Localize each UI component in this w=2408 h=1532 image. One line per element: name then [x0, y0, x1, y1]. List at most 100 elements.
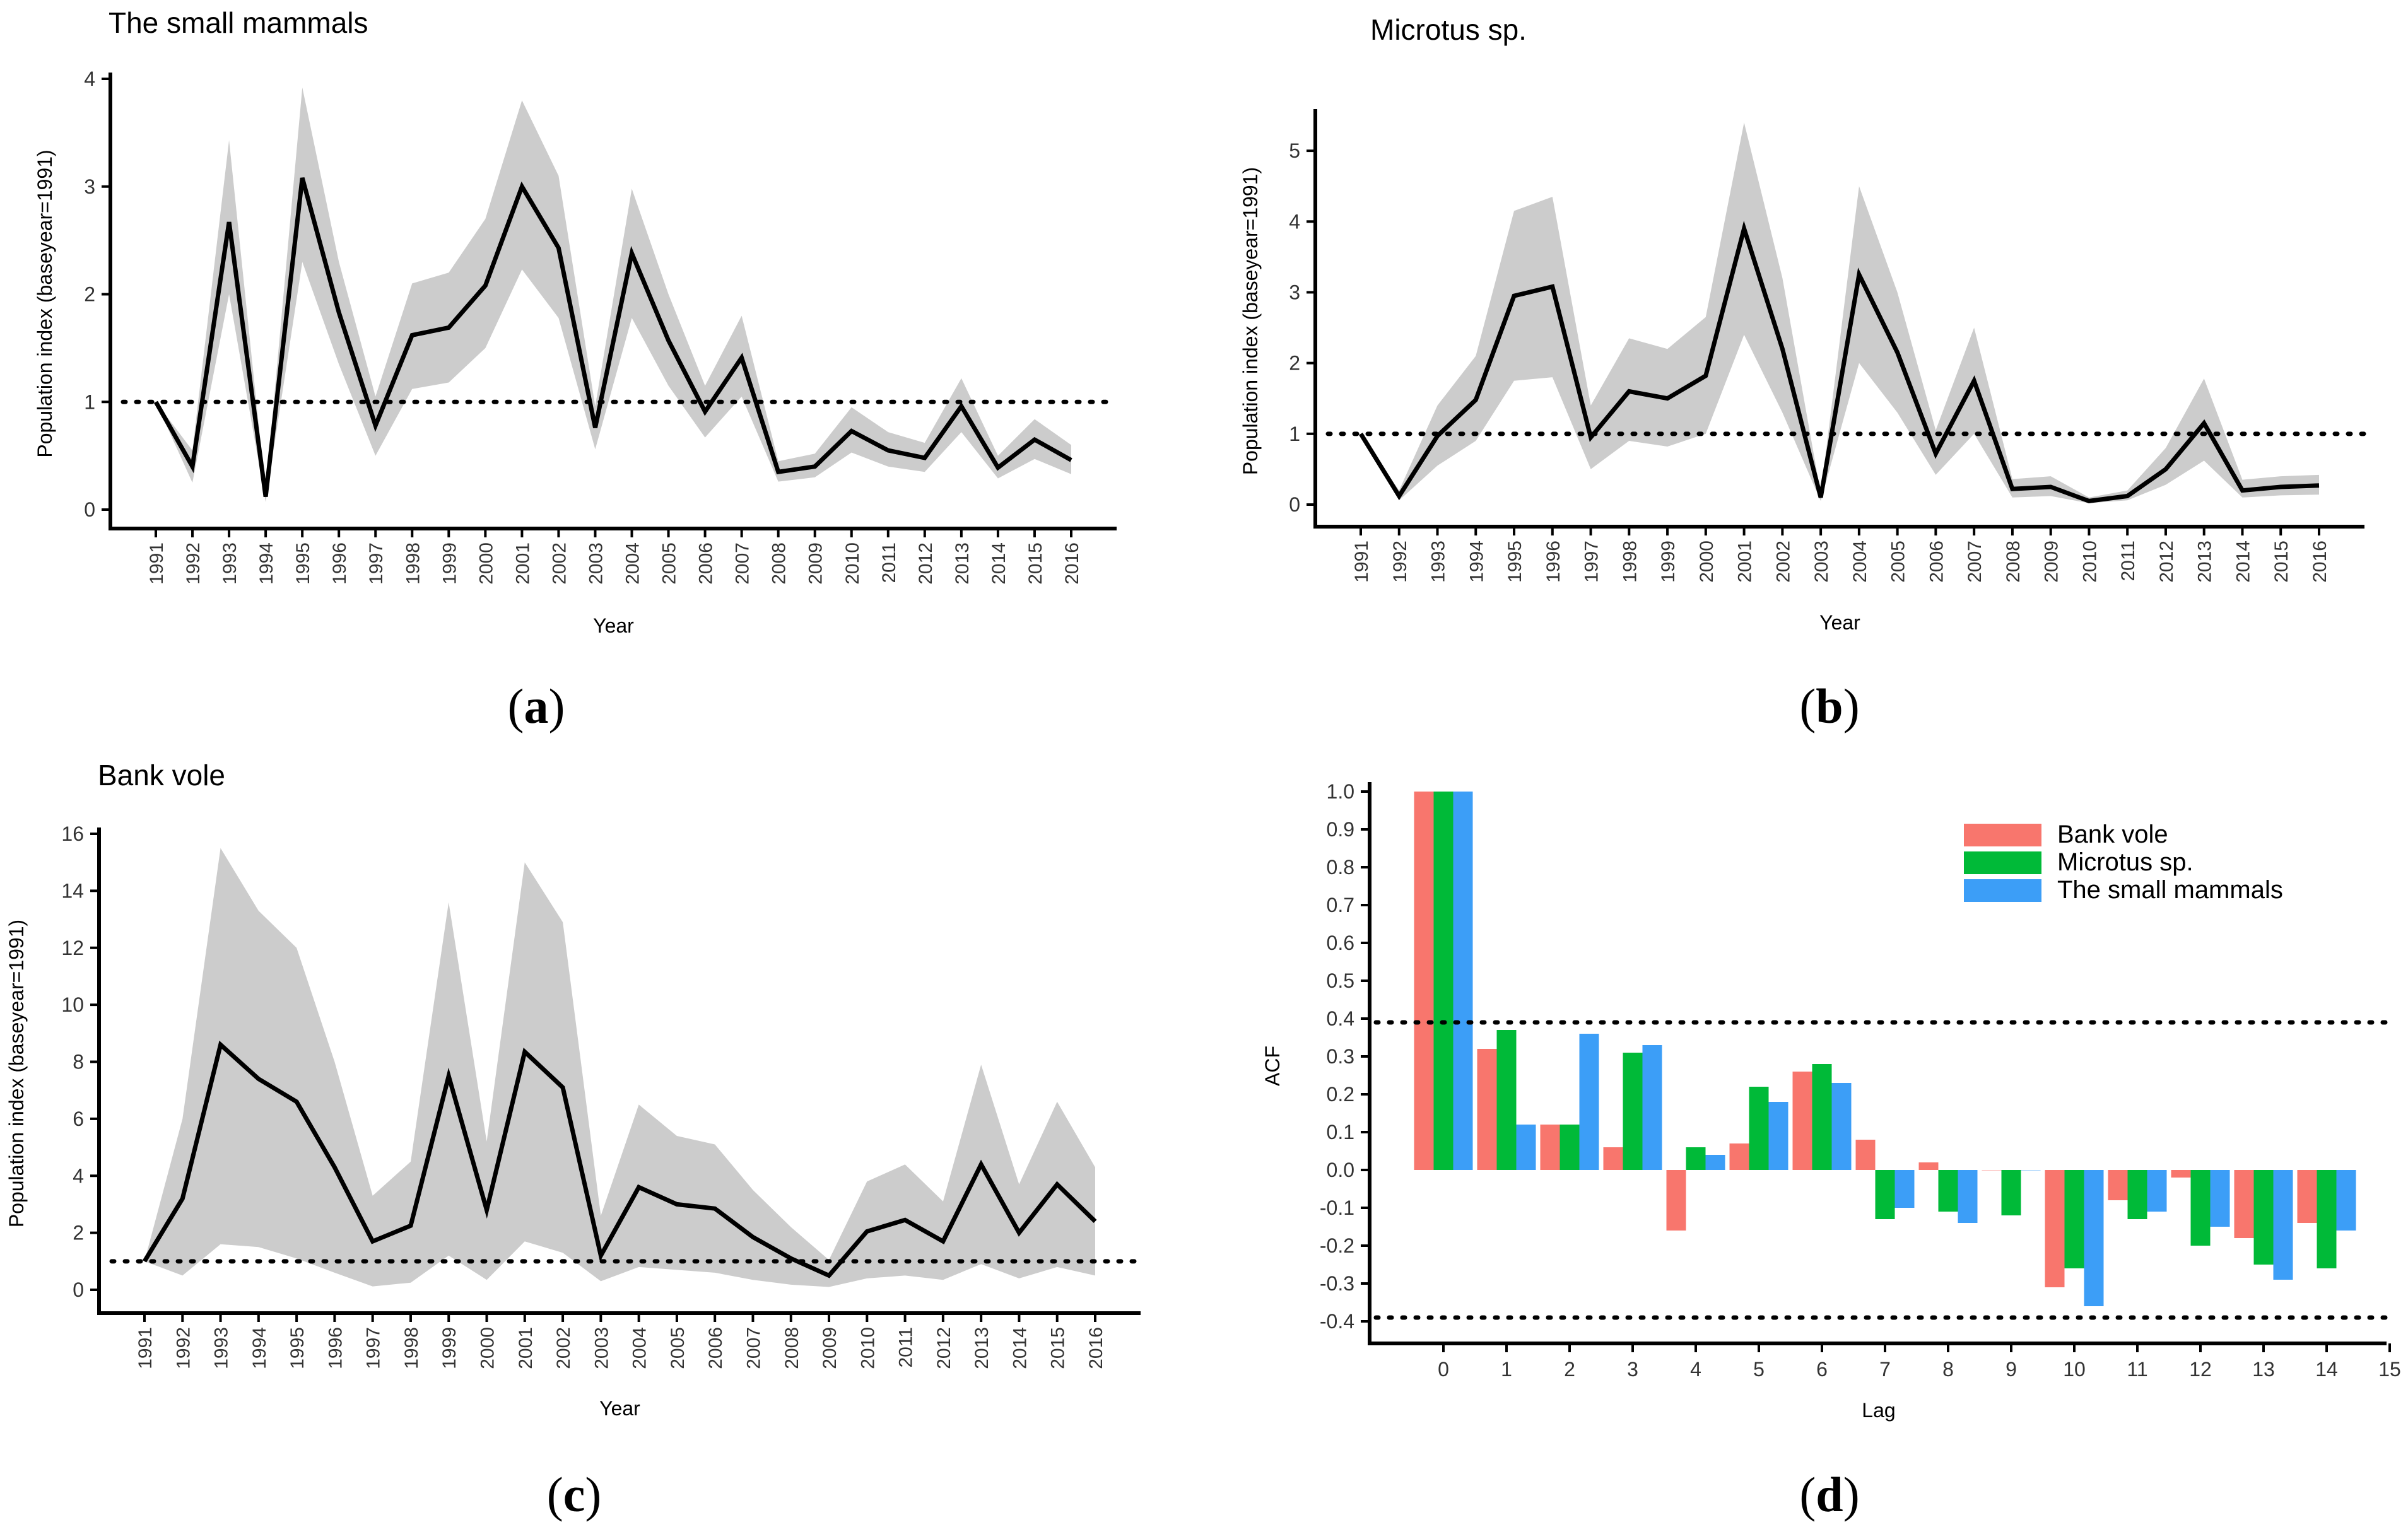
series-line-population-index	[1359, 220, 2320, 503]
y-tick-label-0.7: 0.7	[1327, 894, 1354, 916]
panel-label-c: (c)	[546, 1467, 602, 1522]
x-tick-label-0: 0	[1438, 1358, 1449, 1381]
x-tick-label-1992: 1992	[173, 1327, 194, 1369]
x-tick-label-2011: 2011	[2118, 541, 2139, 582]
bar-the-small-mammals-lag-1	[1516, 1125, 1536, 1170]
y-tick-label-0.8: 0.8	[1327, 856, 1354, 879]
y-axis-label: Population index (baseyear=1991)	[1239, 167, 1262, 475]
y-tick-label-2: 2	[84, 283, 95, 306]
bar-the-small-mammals-lag-9	[2021, 1170, 2041, 1171]
y-tick-label-0.2: 0.2	[1327, 1083, 1354, 1106]
x-tick-label-13: 13	[2252, 1358, 2275, 1381]
x-axis-label: Lag	[1862, 1399, 1895, 1422]
y-tick-label-0.0: 0.0	[1327, 1159, 1354, 1181]
y-tick-label-0.3: 0.3	[1327, 1045, 1354, 1068]
bar-microtus-sp-lag-4	[1686, 1147, 1706, 1170]
x-tick-label-2005: 2005	[1888, 541, 1909, 583]
y-tick-label-0.9: 0.9	[1327, 818, 1354, 841]
x-tick-label-5: 5	[1753, 1358, 1765, 1381]
bar-microtus-sp-lag-9	[2001, 1170, 2021, 1215]
x-tick-label-2002: 2002	[1773, 541, 1794, 583]
x-tick-label-2007: 2007	[732, 542, 753, 585]
x-tick-label-2008: 2008	[2003, 541, 2024, 583]
y-tick-label-16: 16	[61, 822, 84, 845]
chart-title: Bank vole	[98, 759, 225, 792]
bar-microtus-sp-lag-7	[1875, 1170, 1895, 1219]
bar-microtus-sp-lag-5	[1749, 1087, 1769, 1170]
bar-bank-vole-lag-13	[2234, 1170, 2254, 1238]
x-tick-label-2000: 2000	[478, 1327, 498, 1369]
x-tick-label-1999: 1999	[439, 542, 460, 585]
x-tick-label-14: 14	[2315, 1358, 2338, 1381]
confidence-band	[1361, 122, 2319, 503]
bar-microtus-sp-lag-12	[2190, 1170, 2211, 1246]
bar-microtus-sp-lag-6	[1812, 1064, 1832, 1170]
x-tick-label-2003: 2003	[591, 1327, 612, 1369]
x-tick-label-2006: 2006	[1926, 541, 1947, 583]
x-tick-label-1992: 1992	[1390, 541, 1411, 583]
bar-microtus-sp-lag-11	[2127, 1170, 2147, 1219]
x-tick-label-7: 7	[1879, 1358, 1891, 1381]
y-tick-label-4: 4	[73, 1164, 84, 1187]
x-tick-label-2013: 2013	[952, 542, 973, 585]
x-tick-label-2: 2	[1564, 1358, 1575, 1381]
bar-bank-vole-lag-14	[2297, 1170, 2317, 1223]
x-tick-label-2010: 2010	[2079, 541, 2100, 583]
y-tick-label-0.4: 0.4	[1327, 1007, 1354, 1030]
y-tick-label-12: 12	[61, 937, 84, 959]
x-tick-label-2000: 2000	[476, 542, 496, 585]
chart-panel-a: 0 1 2 3 4 1991 1992 1993 1994 1995 1996 1997 1998 199…	[0, 0, 1204, 669]
x-tick-label-1994: 1994	[256, 542, 277, 585]
x-tick-label-1998: 1998	[402, 542, 423, 585]
y-tick-label-0.5: 0.5	[1327, 969, 1354, 992]
x-tick-label-9: 9	[2006, 1358, 2017, 1381]
bar-bank-vole-lag-7	[1855, 1140, 1876, 1170]
x-tick-label-1995: 1995	[1505, 541, 1525, 583]
x-tick-label-2002: 2002	[553, 1327, 574, 1369]
series-line-population-index	[153, 177, 1072, 497]
x-tick-label-1997: 1997	[366, 542, 387, 585]
bar-microtus-sp-lag-1	[1496, 1030, 1517, 1170]
chart-svg-b: 0 1 2 3 4 5 1991 1992 1993 1994 1995 1996 1997 1998 19…	[1239, 13, 2367, 634]
x-tick-label-2006: 2006	[705, 1327, 726, 1369]
x-tick-label-11: 11	[2127, 1358, 2147, 1381]
y-tick-label--0.2: -0.2	[1320, 1234, 1354, 1257]
x-tick-label-1998: 1998	[1619, 541, 1640, 583]
x-tick-label-2016: 2016	[1086, 1327, 1107, 1369]
chart-svg-c: 0 2 4 6 8 10 12 14 16 1991 1992 1993 1994 1995 1996 199…	[5, 759, 1143, 1420]
panel-label-d: (d)	[1799, 1467, 1860, 1522]
legend-label-3: The small mammals	[2057, 876, 2283, 904]
y-tick-label--0.1: -0.1	[1320, 1196, 1354, 1219]
x-tick-label-2005: 2005	[659, 542, 680, 585]
x-tick-label-1: 1	[1501, 1358, 1512, 1381]
bar-bank-vole-lag-10	[2045, 1170, 2065, 1287]
x-tick-label-2009: 2009	[2041, 541, 2062, 583]
x-tick-label-2008: 2008	[782, 1327, 802, 1369]
bar-bank-vole-lag-4	[1666, 1170, 1686, 1231]
x-tick-label-1999: 1999	[1658, 541, 1679, 583]
x-tick-label-2016: 2016	[2310, 541, 2330, 583]
x-tick-label-2012: 2012	[934, 1327, 954, 1369]
x-tick-label-2008: 2008	[769, 542, 790, 585]
x-tick-label-1991: 1991	[1351, 541, 1372, 583]
y-tick-label-0.6: 0.6	[1327, 932, 1354, 954]
x-tick-label-2012: 2012	[915, 542, 936, 585]
y-tick-label-3: 3	[1289, 281, 1300, 303]
x-tick-label-2005: 2005	[667, 1327, 688, 1369]
y-tick-label--0.3: -0.3	[1320, 1272, 1354, 1295]
x-tick-label-2002: 2002	[549, 542, 570, 585]
y-tick-label-14: 14	[61, 879, 84, 902]
bar-the-small-mammals-lag-5	[1768, 1102, 1788, 1170]
chart-panel-c: 0 2 4 6 8 10 12 14 16 1991 1992 1993 1994 1995 1996 199…	[0, 744, 1204, 1532]
x-tick-label-1994: 1994	[1466, 541, 1487, 583]
x-axis-label: Year	[593, 614, 634, 637]
bar-microtus-sp-lag-14	[2317, 1170, 2337, 1268]
legend-label-2: Microtus sp.	[2057, 848, 2194, 876]
x-tick-label-2010: 2010	[857, 1327, 878, 1369]
y-tick-label-0: 0	[73, 1278, 84, 1301]
x-tick-label-1995: 1995	[287, 1327, 308, 1369]
x-tick-label-2013: 2013	[972, 1327, 992, 1369]
bar-bank-vole-lag-6	[1792, 1072, 1812, 1170]
bar-bank-vole-lag-3	[1603, 1147, 1623, 1170]
x-tick-label-2009: 2009	[806, 542, 826, 585]
